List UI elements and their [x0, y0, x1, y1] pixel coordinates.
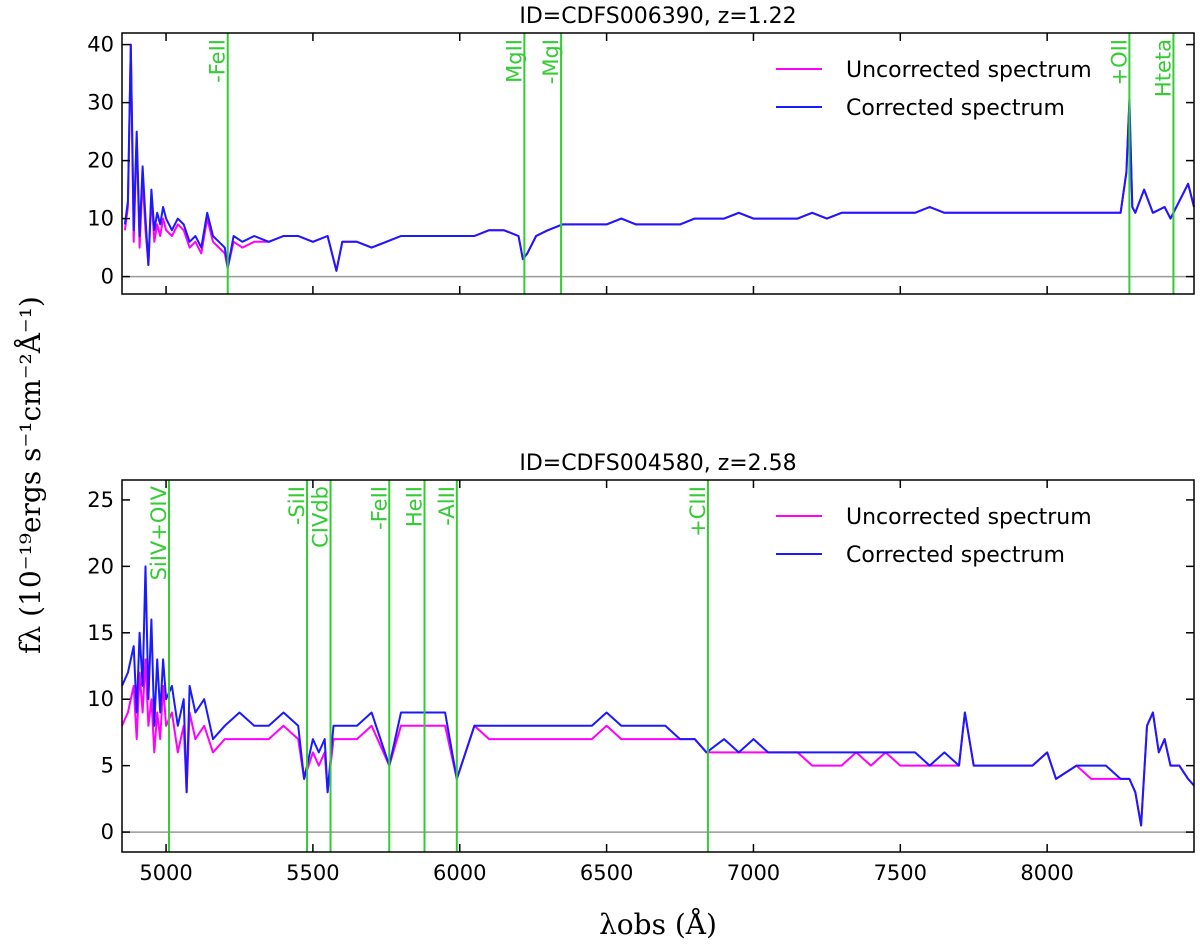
spectral-line-label: +CIII [686, 486, 710, 537]
y-tick-label: 0 [101, 265, 114, 289]
x-tick-label: 5500 [286, 861, 339, 885]
spectral-line-label: CIVdb [309, 486, 333, 548]
panel-title: ID=CDFS006390, z=1.22 [519, 4, 796, 29]
y-tick-label: 0 [101, 820, 114, 844]
legend-label: Uncorrected spectrum [846, 505, 1092, 530]
corrected-spectrum-line [121, 565, 1195, 827]
spectral-line-label: -FeII [367, 486, 391, 530]
x-tick-label: 7500 [874, 861, 927, 885]
x-axis-label: λobs (Å) [599, 908, 717, 941]
y-tick-label: 10 [87, 207, 114, 231]
legend-label: Corrected spectrum [846, 96, 1065, 121]
legend-label: Uncorrected spectrum [846, 58, 1092, 83]
y-tick-label: 15 [87, 621, 114, 645]
y-tick-label: 20 [87, 554, 114, 578]
plot-frame [121, 32, 1195, 295]
spectral-line-label: -MgI [539, 39, 563, 84]
x-tick-label: 6500 [580, 861, 633, 885]
x-tick-label: 8000 [1020, 861, 1073, 885]
y-tick-label: 30 [87, 91, 114, 115]
y-tick-label: 10 [87, 687, 114, 711]
panel-title: ID=CDFS004580, z=2.58 [519, 451, 796, 476]
y-tick-label: 5 [101, 754, 114, 778]
y-tick-label: 40 [87, 33, 114, 57]
uncorrected-spectrum-line [121, 658, 1195, 827]
spectral-line-label: -SiII [285, 486, 309, 525]
top-spectrum-panel: ID=CDFS006390, z=1.22 -FeII MgII -MgI +OII Ht… [87, 4, 1195, 295]
corrected-spectrum-line [123, 43, 1195, 272]
spectral-line-label: Hteta [1151, 39, 1175, 97]
x-tick-label: 5000 [139, 861, 192, 885]
spectral-line-label: -AlII [435, 486, 459, 526]
y-axis-label: fλ (10⁻¹⁹ergs s⁻¹cm⁻²Å⁻¹) [14, 296, 47, 654]
x-tick-label: 6000 [433, 861, 486, 885]
y-tick-label: 25 [87, 488, 114, 512]
spectral-line-label: MgII [502, 39, 526, 83]
spectral-line-label: +OII [1107, 39, 1131, 86]
y-tick-label: 20 [87, 149, 114, 173]
legend-label: Corrected spectrum [846, 543, 1065, 568]
x-tick-label: 7000 [727, 861, 780, 885]
spectral-line-label: HeII [403, 486, 427, 527]
spectral-line-label: -FeII [206, 39, 230, 83]
spectral-line-label: SiIV+OIV [147, 485, 171, 580]
bottom-spectrum-panel: ID=CDFS004580, z=2.58 SiIV+OIV -SiII CIVdb -… [87, 451, 1195, 885]
plot-frame [121, 479, 1195, 853]
